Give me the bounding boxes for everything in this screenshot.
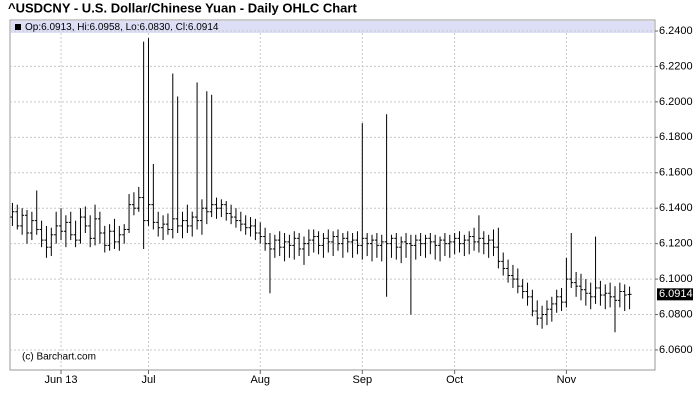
legend-swatch	[15, 24, 21, 30]
x-tick-label: Jun 13	[45, 374, 78, 386]
last-price-label: 6.0914	[659, 288, 693, 300]
y-tick-label: 6.2200	[659, 60, 693, 72]
y-tick-label: 6.2000	[659, 96, 693, 108]
info-text: Op:6.0913, Hi:6.0958, Lo:6.0830, Cl:6.09…	[25, 22, 219, 33]
x-tick-label: Sep	[353, 374, 373, 386]
x-tick-label: Oct	[446, 374, 463, 386]
plot-area	[9, 19, 656, 371]
y-tick-label: 6.2400	[659, 25, 693, 37]
x-tick-label: Jul	[141, 374, 155, 386]
last-price-box	[657, 288, 693, 301]
watermark: (c) Barchart.com	[22, 352, 96, 363]
ohlc-series	[10, 38, 632, 333]
y-tick-label: 6.1000	[659, 273, 693, 285]
y-tick-label: 6.1400	[659, 202, 693, 214]
x-tick-label: Aug	[250, 374, 270, 386]
y-tick-label: 6.0800	[659, 308, 693, 320]
y-tick-label: 6.1600	[659, 167, 693, 179]
y-tick-label: 6.0600	[659, 344, 693, 356]
y-tick-label: 6.1200	[659, 238, 693, 250]
y-tick-label: 6.1800	[659, 131, 693, 143]
x-tick-label: Nov	[557, 374, 577, 386]
chart-title: ^USDCNY - U.S. Dollar/Chinese Yuan - Dai…	[8, 0, 357, 15]
info-bar	[11, 21, 654, 33]
